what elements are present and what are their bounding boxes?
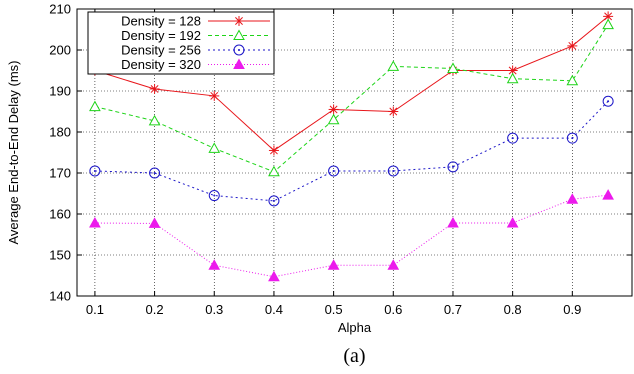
- legend-box: [87, 11, 275, 75]
- data-point: [567, 40, 578, 51]
- data-point: [209, 90, 220, 101]
- data-point: [268, 165, 280, 177]
- data-point: [327, 259, 340, 270]
- series-4: [89, 189, 614, 282]
- data-point: [89, 216, 101, 228]
- data-point: [149, 83, 160, 94]
- x-tick-label: 0.4: [265, 302, 283, 317]
- grid: [77, 9, 632, 296]
- data-point: [89, 165, 101, 177]
- series-2: [89, 18, 614, 177]
- data-point: [387, 165, 399, 177]
- data-point: [328, 165, 340, 177]
- x-tick-label: 0.3: [205, 302, 223, 317]
- series-line: [94, 100, 609, 202]
- data-point: [566, 132, 578, 144]
- data-point: [268, 270, 280, 282]
- data-point: [602, 95, 614, 107]
- y-tick-label: 200: [49, 43, 71, 58]
- data-point: [268, 145, 279, 156]
- legend-marker: [233, 44, 245, 56]
- x-axis-label: Alpha: [338, 320, 372, 335]
- y-tick-label: 160: [49, 207, 71, 222]
- legend-label: Density = 320: [121, 57, 201, 72]
- data-point: [447, 161, 459, 173]
- figure-caption: (a): [343, 345, 365, 367]
- data-point: [566, 74, 579, 86]
- data-point: [387, 259, 400, 270]
- legend-label: Density = 192: [121, 28, 201, 43]
- x-tick-label: 0.6: [384, 302, 402, 317]
- data-point: [208, 259, 221, 270]
- x-tick-label: 0.2: [146, 302, 164, 317]
- data-point: [388, 106, 399, 117]
- data-point: [89, 100, 101, 112]
- data-point: [447, 62, 459, 73]
- legend-label: Density = 256: [121, 43, 201, 58]
- data-point: [506, 216, 519, 228]
- data-point: [506, 72, 519, 84]
- data-point: [268, 195, 280, 207]
- legend-label: Density = 128: [121, 14, 201, 29]
- x-tick-label: 0.9: [563, 302, 581, 317]
- ticks: 140 150 160 170 180 190 200 210 0.1 0.2 0.3 0.4 0.5 0…: [49, 2, 632, 317]
- data-point: [148, 217, 161, 228]
- y-tick-label: 190: [49, 84, 71, 99]
- data-point: [328, 104, 339, 115]
- data-point: [149, 167, 161, 179]
- series-line: [94, 15, 609, 152]
- y-tick-label: 210: [49, 2, 71, 17]
- x-tick-label: 0.5: [325, 302, 343, 317]
- data-point: [507, 132, 519, 144]
- plot-frame: [76, 8, 633, 297]
- data-point: [602, 189, 614, 200]
- series-3: [89, 95, 614, 207]
- data-point: [566, 193, 579, 204]
- data-point: [602, 18, 614, 30]
- y-tick-label: 170: [49, 166, 71, 181]
- series-layer: [89, 11, 614, 282]
- y-tick-label: 140: [49, 289, 71, 304]
- x-tick-label: 0.1: [86, 302, 104, 317]
- data-point: [327, 113, 340, 125]
- data-point: [208, 142, 221, 153]
- data-point: [447, 216, 459, 228]
- data-point: [208, 190, 220, 202]
- x-tick-label: 0.7: [444, 302, 462, 317]
- series-line: [94, 194, 609, 278]
- x-tick-label: 0.8: [504, 302, 522, 317]
- y-axis-label: Average End-to-End Delay (ms): [6, 60, 21, 244]
- series-line: [94, 24, 609, 173]
- legend-marker: [234, 16, 244, 26]
- data-point: [148, 114, 161, 126]
- legend-marker: [233, 29, 245, 40]
- y-tick-label: 180: [49, 125, 71, 140]
- y-tick-label: 150: [49, 248, 71, 263]
- legend-marker: [233, 58, 245, 69]
- data-point: [387, 60, 400, 71]
